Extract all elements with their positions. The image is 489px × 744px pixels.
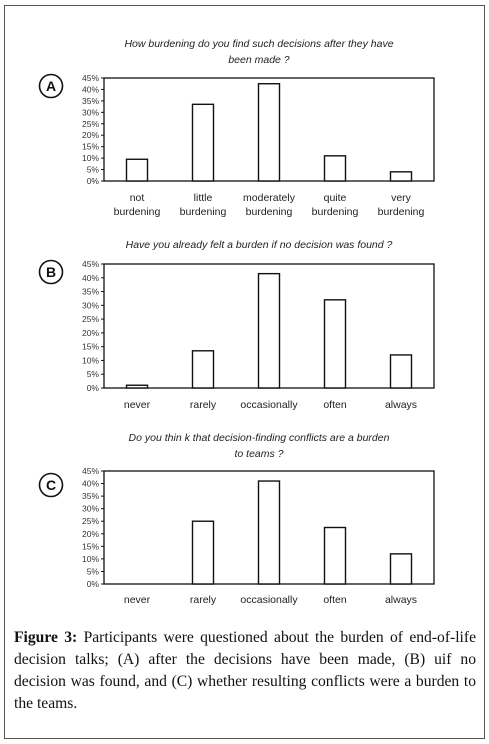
y-tick-label: 40% [82,273,99,283]
y-tick-label: 5% [87,369,100,379]
x-tick-label: burdening [312,206,359,218]
y-tick-label: 30% [82,300,99,310]
y-tick-label: 30% [82,107,99,117]
y-tick-label: 35% [82,96,99,106]
y-tick-label: 10% [82,153,99,163]
bar [389,354,413,389]
x-tick-label: rarely [190,594,217,606]
x-tick-label: always [385,594,417,606]
x-tick-label: rarely [190,399,217,411]
bar [389,171,413,182]
panel-label-circle [38,472,64,498]
y-tick-label: 15% [82,342,99,352]
x-tick-label: burdening [246,206,293,218]
chart-panel-c: Do you thin k that decision-finding conf… [38,432,435,606]
y-tick-label: 35% [82,287,99,297]
y-tick-label: 0% [87,176,100,186]
x-tick-label: little [194,192,213,204]
bar [191,103,215,182]
y-tick-label: 25% [82,516,99,526]
x-tick-label: occasionally [240,594,298,606]
chart-title-line: been made ? [228,54,289,66]
x-tick-label: always [385,399,417,411]
y-tick-label: 45% [82,73,99,83]
bar [191,350,215,389]
chart-title-line: How burdening do you find such decisions… [124,38,393,50]
bar [389,553,413,585]
x-tick-label: often [323,594,347,606]
x-tick-label: often [323,399,347,411]
caption-text: Participants were questioned about the b… [14,629,476,712]
chart-panel-a: How burdening do you find such decisions… [38,38,435,218]
x-tick-label: burdening [378,206,425,218]
y-tick-label: 25% [82,314,99,324]
bar [323,155,347,182]
figure-charts: How burdening do you find such decisions… [38,38,435,606]
y-tick-label: 20% [82,328,99,338]
y-tick-label: 5% [87,165,100,175]
y-tick-label: 0% [87,383,100,393]
y-tick-label: 35% [82,491,99,501]
y-tick-label: 15% [82,142,99,152]
x-tick-label: burdening [114,206,161,218]
x-tick-label: never [124,594,151,606]
panel-label: C [46,477,56,493]
x-tick-label: very [391,192,412,204]
x-tick-label: never [124,399,151,411]
figure-caption: Figure 3: Participants were questioned a… [14,627,476,715]
y-tick-label: 40% [82,479,99,489]
chart-title-line: Do you thin k that decision-finding conf… [129,432,390,444]
y-tick-label: 45% [82,466,99,476]
y-tick-label: 25% [82,119,99,129]
y-tick-label: 5% [87,566,100,576]
x-tick-label: occasionally [240,399,298,411]
bar [323,299,347,389]
chart-title-line: Have you already felt a burden if no dec… [126,239,393,251]
y-tick-label: 20% [82,529,99,539]
bar [125,384,149,389]
y-tick-label: 30% [82,504,99,514]
y-tick-label: 20% [82,130,99,140]
y-tick-label: 15% [82,541,99,551]
bar [257,480,281,585]
x-tick-label: quite [324,192,347,204]
panel-label-circle [38,73,64,99]
y-tick-label: 45% [82,259,99,269]
panel-label: A [46,78,56,94]
bar [257,83,281,182]
y-tick-label: 40% [82,84,99,94]
bar [125,158,149,182]
y-tick-label: 0% [87,579,100,589]
panel-label-circle [38,259,64,285]
bar [323,526,347,585]
x-tick-label: not [130,192,145,204]
bar [191,520,215,585]
panel-label: B [46,264,56,280]
bar [257,272,281,389]
x-tick-label: burdening [180,206,227,218]
y-tick-label: 10% [82,554,99,564]
chart-panel-b: Have you already felt a burden if no dec… [38,239,435,411]
chart-title-line: to teams ? [234,448,283,460]
y-tick-label: 10% [82,355,99,365]
x-tick-label: moderately [243,192,296,204]
caption-label: Figure 3: [14,629,78,646]
